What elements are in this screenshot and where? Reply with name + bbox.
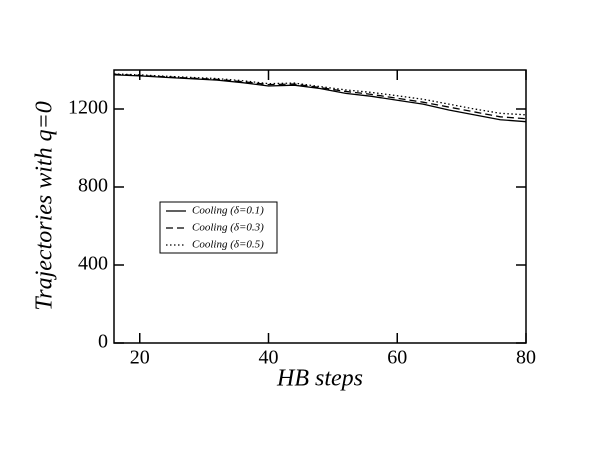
x-tick-label: 40 bbox=[259, 347, 279, 369]
y-axis-label: Trajectories with q=0 bbox=[32, 101, 58, 311]
series-line bbox=[113, 73, 527, 116]
x-tick-label: 80 bbox=[516, 347, 536, 369]
y-tick-label: 1200 bbox=[68, 97, 108, 119]
legend-text: Cooling (δ=0.1) bbox=[192, 205, 264, 217]
series-line bbox=[113, 73, 527, 120]
x-tick-label: 20 bbox=[130, 347, 150, 369]
y-tick-label: 0 bbox=[98, 331, 108, 353]
x-axis-label: HB steps bbox=[276, 366, 363, 392]
series-line bbox=[113, 74, 527, 123]
x-tick-label: 60 bbox=[387, 347, 407, 369]
y-tick-label: 800 bbox=[78, 175, 108, 197]
y-tick-label: 400 bbox=[78, 253, 108, 275]
legend-text: Cooling (δ=0.3) bbox=[192, 222, 264, 234]
plot-frame bbox=[113, 69, 527, 344]
legend-text: Cooling (δ=0.5) bbox=[192, 239, 264, 251]
